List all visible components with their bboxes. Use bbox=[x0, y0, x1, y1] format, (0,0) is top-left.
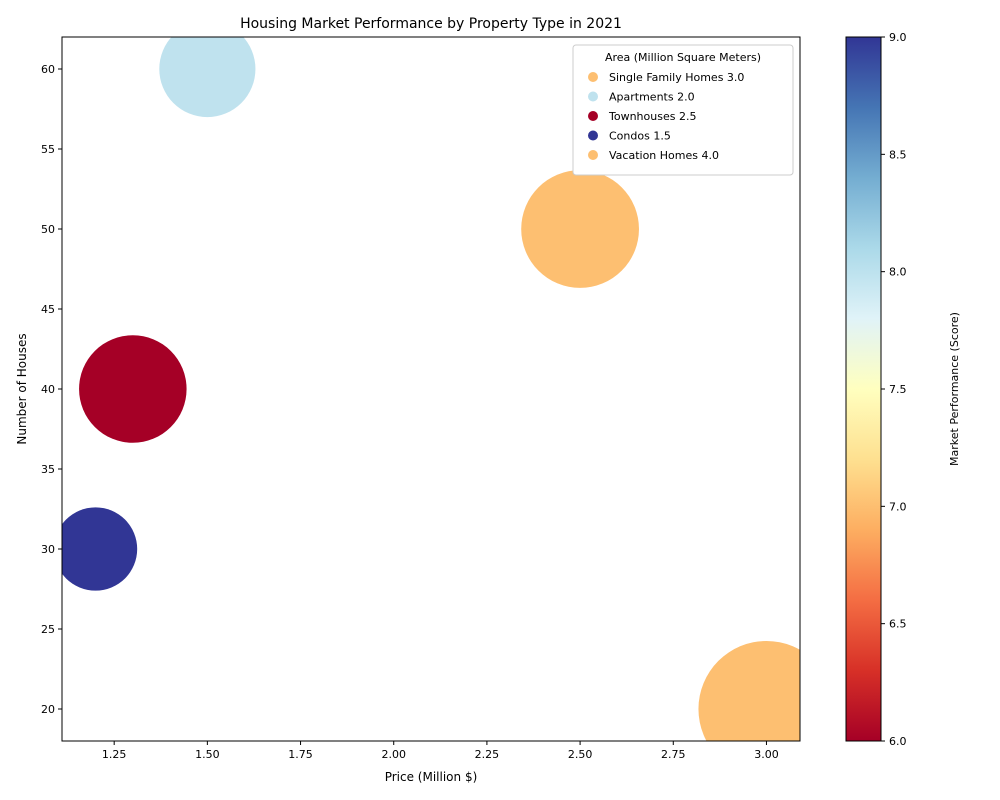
y-tick-label: 60 bbox=[41, 63, 55, 76]
colorbar-tick-label: 8.0 bbox=[889, 266, 907, 279]
x-tick-label: 1.75 bbox=[288, 748, 313, 761]
legend-marker bbox=[588, 72, 598, 82]
x-tick-label: 1.25 bbox=[102, 748, 127, 761]
y-tick-label: 30 bbox=[41, 543, 55, 556]
legend-marker bbox=[588, 111, 598, 121]
x-axis-ticks: 1.25 1.50 1.75 2.00 2.25 2.50 2.75 3.00 bbox=[102, 741, 779, 761]
legend-marker bbox=[588, 131, 598, 141]
chart-title: Housing Market Performance by Property T… bbox=[240, 16, 622, 32]
colorbar bbox=[846, 37, 881, 741]
colorbar-tick-label: 8.5 bbox=[889, 148, 907, 161]
x-tick-label: 2.75 bbox=[661, 748, 686, 761]
y-tick-label: 50 bbox=[41, 223, 55, 236]
y-axis-ticks: 20 25 30 35 40 45 50 55 60 bbox=[41, 63, 62, 716]
x-tick-label: 1.50 bbox=[195, 748, 220, 761]
legend-entry-label: Single Family Homes 3.0 bbox=[609, 71, 744, 84]
x-tick-label: 3.00 bbox=[754, 748, 779, 761]
colorbar-tick-label: 7.5 bbox=[889, 383, 907, 396]
y-tick-label: 45 bbox=[41, 303, 55, 316]
legend-entry-label: Vacation Homes 4.0 bbox=[609, 149, 719, 162]
y-tick-label: 35 bbox=[41, 463, 55, 476]
colorbar-tick-label: 6.0 bbox=[889, 735, 907, 748]
x-tick-label: 2.25 bbox=[475, 748, 500, 761]
colorbar-tick-label: 6.5 bbox=[889, 618, 907, 631]
bubble-apartments bbox=[159, 21, 255, 117]
legend-marker bbox=[588, 150, 598, 160]
y-tick-label: 20 bbox=[41, 703, 55, 716]
x-tick-label: 2.00 bbox=[381, 748, 406, 761]
legend-title: Area (Million Square Meters) bbox=[605, 51, 761, 64]
bubble-townhouses bbox=[79, 335, 187, 443]
y-tick-label: 25 bbox=[41, 623, 55, 636]
legend-marker bbox=[588, 92, 598, 102]
y-tick-label: 40 bbox=[41, 383, 55, 396]
colorbar-tick-label: 9.0 bbox=[889, 31, 907, 44]
bubble-condos bbox=[54, 507, 137, 590]
legend: Area (Million Square Meters) Single Fami… bbox=[573, 45, 793, 175]
y-tick-label: 55 bbox=[41, 143, 55, 156]
x-axis-label: Price (Million $) bbox=[385, 770, 478, 784]
bubble-single-family-homes bbox=[521, 170, 639, 288]
colorbar-tick-label: 7.0 bbox=[889, 500, 907, 513]
x-tick-label: 2.50 bbox=[568, 748, 593, 761]
legend-entry-label: Condos 1.5 bbox=[609, 130, 671, 143]
colorbar-ticks: 6.0 6.5 7.0 7.5 8.0 8.5 9.0 bbox=[881, 31, 907, 748]
legend-entry-label: Townhouses 2.5 bbox=[608, 110, 696, 123]
legend-entry-label: Apartments 2.0 bbox=[609, 91, 695, 104]
y-axis-label: Number of Houses bbox=[15, 333, 29, 444]
colorbar-label: Market Performance (Score) bbox=[948, 312, 961, 466]
